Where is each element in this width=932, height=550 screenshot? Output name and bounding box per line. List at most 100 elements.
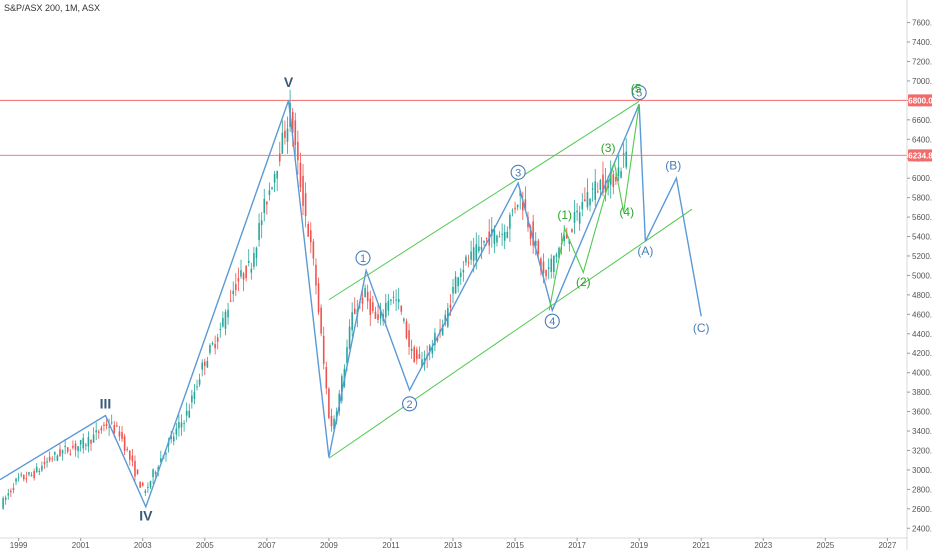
candle [312,238,315,266]
candle-body [216,337,219,342]
candle [351,302,353,337]
price-tick-label: 7200.0 [912,57,932,66]
candle-body [348,326,351,349]
candle-body [307,223,310,237]
candle [325,361,328,395]
candle [315,258,317,295]
candle [219,322,222,338]
price-tick-label: 4000.0 [912,369,932,378]
candle [193,383,196,405]
candle [2,496,4,510]
candle-body [209,345,211,353]
candle-body [250,268,253,273]
candle [594,168,597,207]
candle-body [77,446,79,452]
candle [79,439,82,452]
candle-body [105,423,108,426]
candle-body [431,346,434,354]
candle [563,224,565,247]
candle-body [35,466,38,472]
candle-body [591,188,594,190]
candle-body [514,207,516,210]
candle [28,471,30,477]
candle [110,414,113,425]
price-tick-label: 5800.0 [912,194,932,203]
candle-body [203,361,206,366]
candle [126,446,129,452]
price-tick-label: 4400.0 [912,330,932,339]
candle [97,429,100,439]
candle-body [509,214,511,229]
candle [188,403,191,419]
candle-body [170,436,172,439]
candle-body [48,456,51,461]
candle-body [118,431,121,437]
time-tick-label: 2017 [568,541,586,550]
candle [33,468,35,481]
candle [141,481,144,487]
candle-body [622,153,625,156]
candle-body [214,344,216,349]
wave-label: 1 [360,253,366,265]
price-tick-label: 3200.0 [912,446,932,455]
candle [61,449,64,461]
candle [341,373,343,404]
price-tick-label: 3400.0 [912,427,932,436]
candle-body [390,299,392,301]
candle-body [46,461,48,463]
candle [509,212,511,242]
time-tick-label: 2001 [72,541,90,550]
price-tick-label: 6400.0 [912,135,932,144]
candle-body [134,461,136,477]
candle [90,439,92,452]
price-tick-label: 6600.0 [912,116,932,125]
candle-body [286,128,289,142]
price-tick-label: 5400.0 [912,233,932,242]
candle-body [346,347,348,364]
candle-body [281,132,284,154]
candle [387,293,390,316]
candle [66,447,69,454]
candle-body [108,426,110,428]
candle-body [364,288,366,298]
price-badges: 6800.0 6234.8 [908,94,932,162]
candle-body [573,212,576,223]
candle [617,154,620,182]
wave-circle [355,250,371,266]
time-tick-label: 2011 [382,541,400,550]
time-axis[interactable]: 1999 2001 2003 2005 2007 2009 2011 2013 2015 2017… [0,537,907,550]
candle [573,200,576,235]
candle-body [237,278,240,282]
candle [232,281,235,302]
candle [266,200,268,215]
candle [22,474,25,482]
candle [309,222,312,254]
channel-lines [328,100,693,459]
price-axis[interactable]: 2400.0 2600.0 2800.0 3000.0 3200.0 3400.0 3600… [906,0,932,550]
candle-body [110,422,113,424]
candle-body [617,167,620,176]
candle [85,442,87,451]
candle-body [304,193,307,217]
candle-body [206,360,209,368]
candle [281,120,284,154]
candle-body [555,254,558,257]
time-tick-label: 2003 [134,541,152,550]
candle-body [66,447,69,452]
candle-body [198,379,201,385]
candle [524,186,527,212]
candle [369,290,372,327]
candle-body [147,487,149,489]
candle-body [452,287,454,294]
candle [465,254,467,266]
candle [229,289,232,303]
candle [392,290,395,304]
symbol-title: S&P/ASX 200, 1M, ASX [4,3,101,13]
candle-body [152,469,154,478]
wave-label: (5 [631,82,642,96]
candle-body [416,349,418,360]
price-tick-label: 3600.0 [912,408,932,417]
candle-body [15,478,17,482]
candle-body [268,190,271,195]
